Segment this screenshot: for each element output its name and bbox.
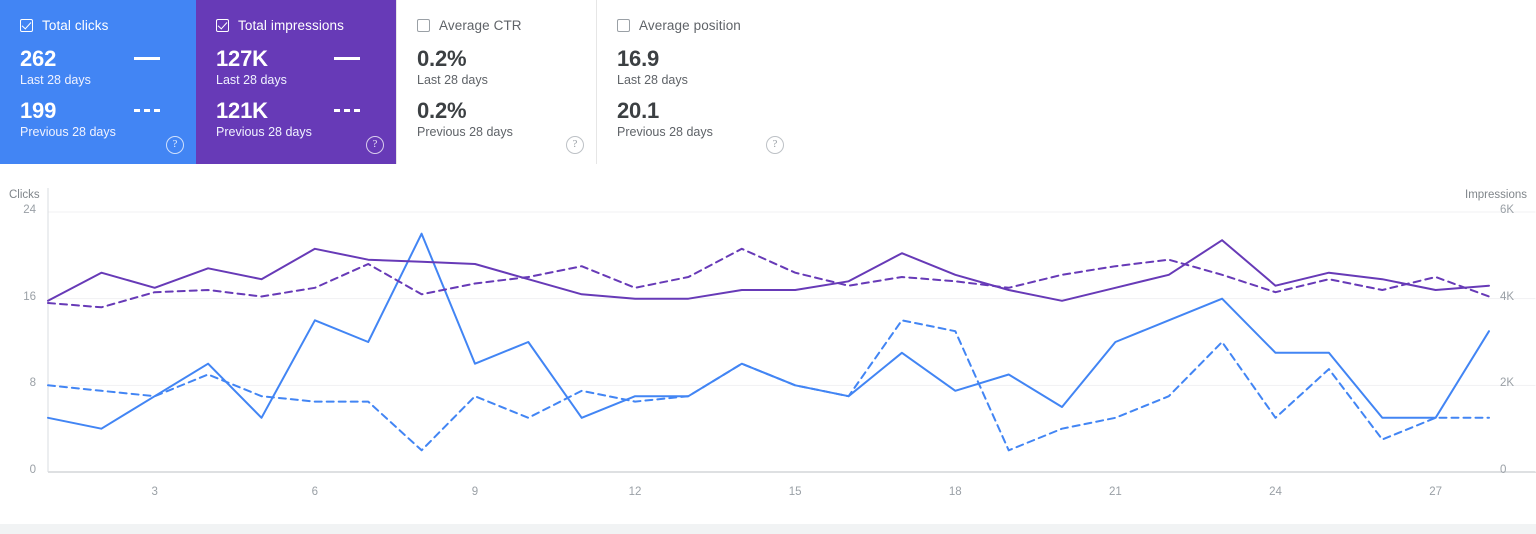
y-axis-right-title: Impressions (1465, 189, 1527, 201)
metric-card-header[interactable]: Average position (617, 16, 776, 34)
y-tick-left: 8 (29, 377, 36, 390)
metric-card-header[interactable]: Average CTR (417, 16, 576, 34)
series-line-total-clicks-previous-28-days (47, 319, 1490, 452)
performance-chart[interactable]: Clicks Impressions 0 8 16 24 0 2K 4K 6K 3 6 9 12 1… (0, 164, 1536, 510)
metric-card-total-impressions[interactable]: Total impressions 127K Last 28 days 121K… (196, 0, 396, 164)
metric-card-title: Average position (639, 17, 741, 33)
metric-previous-period: Previous 28 days (617, 125, 713, 139)
metric-card-total-clicks[interactable]: Total clicks 262 Last 28 days 199 Previo… (0, 0, 196, 164)
legend-dashed-line-icon (134, 109, 160, 115)
x-tick: 24 (1269, 486, 1282, 498)
legend-solid-line-icon (334, 57, 360, 60)
y-tick-right: 4K (1500, 290, 1515, 303)
metric-previous: 121K Previous 28 days (216, 98, 376, 140)
x-tick: 15 (788, 486, 802, 498)
series-line-total-clicks (47, 232, 1490, 430)
metric-current-value: 262 (20, 46, 57, 71)
metric-current: 16.9 Last 28 days (617, 46, 776, 88)
metric-current-period: Last 28 days (617, 73, 688, 87)
y-tick-left: 16 (23, 290, 36, 303)
metric-current: 262 Last 28 days (20, 46, 176, 88)
metric-current: 127K Last 28 days (216, 46, 376, 88)
help-icon[interactable]: ? (566, 136, 584, 154)
metric-current-value: 0.2% (417, 46, 467, 71)
metric-current-period: Last 28 days (417, 73, 488, 87)
x-tick: 9 (471, 486, 479, 498)
bottom-divider (0, 524, 1536, 534)
checkbox-total-clicks[interactable] (20, 18, 33, 32)
metric-current-period: Last 28 days (216, 73, 287, 87)
metric-card-average-position[interactable]: Average position 16.9 Last 28 days 20.1 … (596, 0, 796, 164)
help-icon[interactable]: ? (766, 136, 784, 154)
metric-previous-value: 0.2% (417, 98, 467, 123)
chart-plot-area[interactable] (0, 164, 1536, 510)
metric-card-title: Average CTR (439, 17, 522, 33)
x-tick: 6 (311, 486, 319, 498)
x-tick: 27 (1429, 486, 1443, 498)
y-axis-left-title: Clicks (9, 189, 40, 201)
metric-current-period: Last 28 days (20, 73, 91, 87)
checkbox-total-impressions[interactable] (216, 18, 229, 32)
metric-card-header[interactable]: Total impressions (216, 16, 376, 34)
metric-current-value: 16.9 (617, 46, 660, 71)
metric-cards-row: Total clicks 262 Last 28 days 199 Previo… (0, 0, 1536, 164)
legend-dashed-line-icon (334, 109, 360, 115)
help-icon[interactable]: ? (166, 136, 184, 154)
cards-row-filler (796, 0, 1536, 164)
x-tick: 3 (151, 486, 158, 498)
y-tick-right: 6K (1500, 204, 1515, 216)
metric-previous-value: 199 (20, 98, 57, 123)
x-tick: 18 (948, 486, 962, 498)
y-tick-right: 0 (1500, 464, 1507, 476)
metric-card-header[interactable]: Total clicks (20, 16, 176, 34)
y-tick-left: 24 (23, 204, 36, 216)
metric-previous-value: 20.1 (617, 98, 660, 123)
y-tick-right: 2K (1500, 377, 1515, 390)
series-line-total-impressions (47, 239, 1490, 302)
y-tick-left: 0 (29, 464, 36, 476)
series-line-total-impressions-previous-28-days (47, 247, 1490, 309)
metric-card-title: Total clicks (42, 17, 109, 33)
metric-previous-value: 121K (216, 98, 268, 123)
checkbox-average-position[interactable] (617, 18, 630, 32)
legend-solid-line-icon (134, 57, 160, 60)
metric-current-value: 127K (216, 46, 268, 71)
metric-previous: 0.2% Previous 28 days (417, 98, 576, 140)
metric-previous: 199 Previous 28 days (20, 98, 176, 140)
metric-previous-period: Previous 28 days (20, 125, 116, 139)
x-tick: 12 (628, 486, 642, 498)
x-tick: 21 (1109, 486, 1122, 498)
metric-card-title: Total impressions (238, 17, 344, 33)
help-icon[interactable]: ? (366, 136, 384, 154)
metric-previous-period: Previous 28 days (417, 125, 513, 139)
metric-previous-period: Previous 28 days (216, 125, 312, 139)
checkbox-average-ctr[interactable] (417, 18, 430, 32)
metric-card-average-ctr[interactable]: Average CTR 0.2% Last 28 days 0.2% Previ… (396, 0, 596, 164)
metric-previous: 20.1 Previous 28 days (617, 98, 776, 140)
metric-current: 0.2% Last 28 days (417, 46, 576, 88)
